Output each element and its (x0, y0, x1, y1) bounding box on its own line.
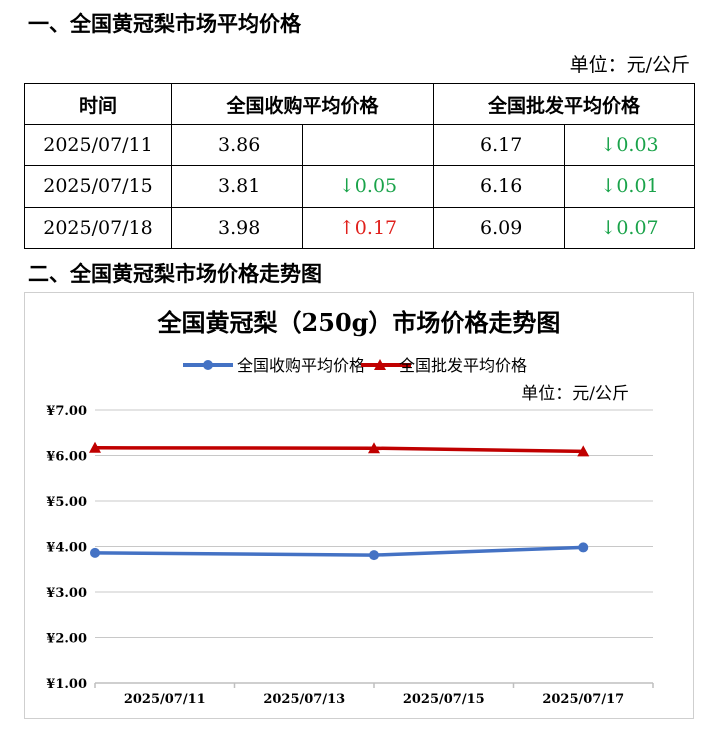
cell-purchase: 3.86 (171, 123, 303, 167)
cell-wholesale: 6.09 (433, 206, 566, 250)
trend-chart: 全国黄冠梨（250g）市场价格走势图 全国收购平均价格 全国批发平均价格 单位：… (46, 308, 654, 707)
table-row: 2025/07/11 3.86 6.17 ↓0.03 (24, 123, 696, 167)
x-tick-label: 2025/07/15 (403, 692, 485, 707)
series-line (94, 545, 584, 557)
cell-wholesale-change: ↓0.01 (564, 165, 696, 208)
y-tick-label: ¥3.00 (46, 586, 87, 601)
y-tick-labels: ¥1.00 ¥2.00 ¥3.00 ¥4.00 ¥5.00 ¥6.00 ¥7.00 (46, 404, 87, 692)
cell-date: 2025/07/15 (24, 165, 172, 208)
y-tick-label: ¥5.00 (46, 495, 87, 510)
header-purchase: 全国收购平均价格 (170, 83, 435, 125)
header-wholesale: 全国批发平均价格 (433, 83, 696, 125)
chart-legend: 全国收购平均价格 全国批发平均价格 (183, 356, 527, 375)
cell-date: 2025/07/11 (24, 123, 172, 167)
trend-chart-frame: 全国黄冠梨（250g）市场价格走势图 全国收购平均价格 全国批发平均价格 单位：… (24, 292, 694, 719)
price-table: 时间 全国收购平均价格 全国批发平均价格 2025/07/11 3.86 6.1… (24, 83, 696, 250)
legend-label-wholesale: 全国批发平均价格 (399, 356, 527, 375)
cell-purchase-change (301, 123, 435, 167)
cell-purchase-change: ↑0.17 (301, 206, 435, 250)
table-header-row: 时间 全国收购平均价格 全国批发平均价格 (24, 83, 696, 125)
table-row: 2025/07/15 3.81 ↓0.05 6.16 ↓0.01 (24, 165, 696, 208)
chart-unit-label: 单位：元/公斤 (521, 384, 629, 404)
x-tick-label: 2025/07/11 (124, 692, 206, 707)
y-tick-label: ¥4.00 (46, 541, 87, 556)
header-date: 时间 (24, 83, 172, 125)
y-tick-label: ¥7.00 (46, 404, 87, 419)
y-tick-label: ¥1.00 (46, 677, 87, 692)
chart-title: 全国黄冠梨（250g）市场价格走势图 (157, 308, 561, 337)
y-tick-label: ¥2.00 (46, 632, 87, 647)
data-point (369, 550, 379, 561)
cell-wholesale: 6.17 (433, 123, 566, 167)
data-point (368, 442, 380, 454)
data-point (89, 441, 101, 453)
cell-wholesale: 6.16 (433, 165, 566, 208)
x-axis: 2025/07/11 2025/07/13 2025/07/15 2025/07/17 (94, 682, 654, 707)
table-row: 2025/07/18 3.98 ↑0.17 6.09 ↓0.07 (24, 206, 696, 250)
cell-date: 2025/07/18 (24, 206, 172, 250)
legend-label-purchase: 全国收购平均价格 (237, 356, 365, 375)
data-point (577, 445, 590, 457)
cell-purchase-change: ↓0.05 (301, 165, 435, 208)
data-point (578, 542, 589, 553)
section-title-trend: 二、全国黄冠梨市场价格走势图 (28, 261, 322, 286)
y-tick-label: ¥6.00 (46, 450, 87, 465)
cell-wholesale-change: ↓0.07 (564, 206, 696, 250)
x-tick-label: 2025/07/13 (263, 692, 345, 707)
series-line (94, 446, 584, 454)
cell-wholesale-change: ↓0.03 (564, 123, 696, 167)
table-unit-label: 单位：元/公斤 (569, 54, 690, 76)
legend-marker-purchase (203, 360, 213, 370)
data-point (90, 547, 100, 558)
section-title-prices: 一、全国黄冠梨市场平均价格 (28, 11, 301, 36)
series-lines (89, 441, 590, 561)
legend-marker-wholesale (374, 359, 386, 370)
x-tick-label: 2025/07/17 (542, 692, 624, 707)
cell-purchase: 3.81 (171, 165, 303, 208)
cell-purchase: 3.98 (171, 206, 303, 250)
